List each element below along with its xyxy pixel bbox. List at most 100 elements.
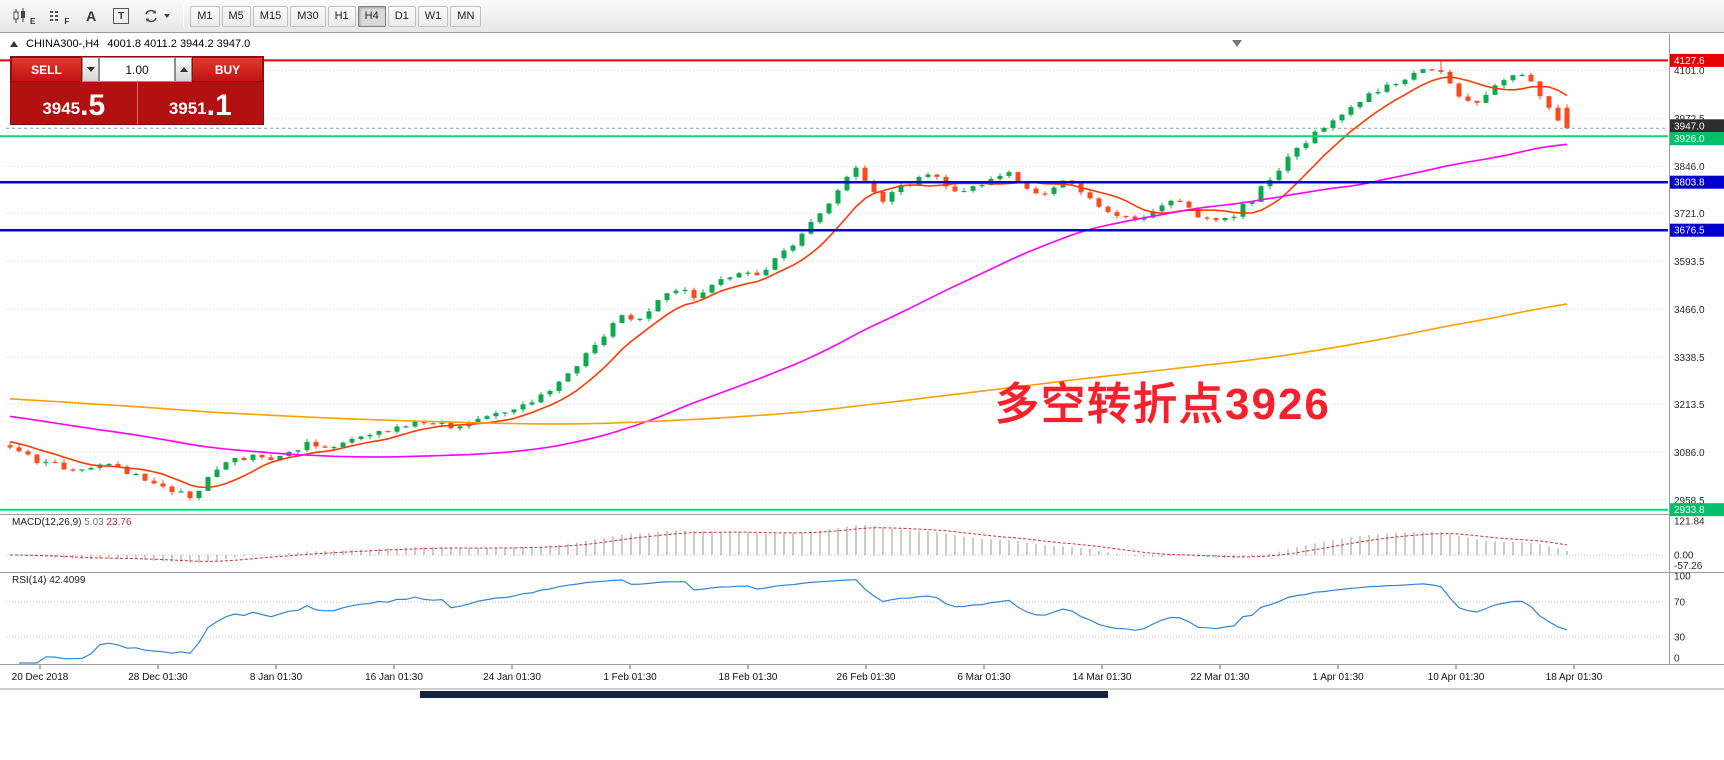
- svg-text:14 Mar 01:30: 14 Mar 01:30: [1073, 672, 1132, 683]
- svg-text:0.00: 0.00: [1674, 551, 1694, 562]
- macd-label: MACD(12,26,9) 5.03 23.76: [12, 517, 132, 528]
- svg-text:3213.5: 3213.5: [1674, 400, 1705, 411]
- moving-averages: [9, 76, 1568, 489]
- indicator-grid-icon[interactable]: F: [44, 4, 74, 29]
- chart-shift-marker-icon: [1232, 40, 1242, 47]
- svg-text:16 Jan 01:30: 16 Jan 01:30: [365, 672, 423, 683]
- template-tool-icon[interactable]: T: [108, 4, 134, 29]
- volume-decrease-button[interactable]: [82, 57, 99, 82]
- timeframe-button-w1[interactable]: W1: [417, 5, 449, 27]
- candlestick-glyph: [13, 8, 25, 23]
- macd-name: MACD(12,26,9): [12, 517, 82, 528]
- chart-canvas[interactable]: 4101.03972.53846.03721.03593.53466.03338…: [0, 33, 1724, 690]
- chart-header: CHINA300-,H4 4001.8 4011.2 3944.2 3947.0: [10, 38, 250, 50]
- svg-text:2958.5: 2958.5: [1674, 496, 1705, 507]
- svg-text:3338.5: 3338.5: [1674, 353, 1705, 364]
- one-click-trading-panel: SELL BUY 3945.5 3951.1: [10, 56, 264, 125]
- svg-text:3803.8: 3803.8: [1674, 178, 1705, 189]
- icon-sub-label-f: F: [64, 16, 70, 26]
- expert-candles-icon[interactable]: E: [7, 4, 40, 29]
- timeframe-button-h1[interactable]: H1: [327, 5, 356, 27]
- price-axis[interactable]: 4101.03972.53846.03721.03593.53466.03338…: [1670, 53, 1724, 665]
- pane-separators[interactable]: [0, 34, 1724, 690]
- timeframe-button-m1[interactable]: M1: [190, 5, 220, 27]
- svg-text:2933.8: 2933.8: [1674, 505, 1705, 516]
- volume-input[interactable]: [99, 57, 175, 82]
- chart-marker-icon: [10, 41, 18, 47]
- timeframe-button-m5[interactable]: M5: [221, 5, 251, 27]
- time-axis[interactable]: 20 Dec 2018 28 Dec 01:30 8 Jan 01:30 16 Jan…: [12, 665, 1603, 683]
- timeframe-button-h4[interactable]: H4: [357, 5, 386, 27]
- sell-price-frac: .5: [80, 89, 106, 122]
- svg-text:0: 0: [1674, 654, 1680, 665]
- down-arrow-icon: [86, 67, 95, 72]
- sell-button[interactable]: SELL: [11, 57, 82, 82]
- symbol-period-label: CHINA300-,H4: [26, 38, 100, 50]
- buy-price-main: 3951: [168, 99, 207, 118]
- buy-price-display[interactable]: 3951.1: [137, 82, 263, 124]
- macd-main-value: 5.03: [84, 517, 104, 528]
- chart-text-annotation[interactable]: 多空转折点3926: [995, 380, 1331, 429]
- svg-text:3926.0: 3926.0: [1674, 134, 1705, 145]
- volume-increase-button[interactable]: [175, 57, 192, 82]
- buy-button[interactable]: BUY: [192, 57, 263, 82]
- timeframe-button-d1[interactable]: D1: [387, 5, 416, 27]
- rsi-name: RSI(14): [12, 575, 47, 586]
- svg-text:3593.5: 3593.5: [1674, 257, 1705, 268]
- horizontal-level-lines[interactable]: [0, 59, 1668, 511]
- svg-text:3086.0: 3086.0: [1674, 448, 1705, 459]
- svg-text:6 Mar 01:30: 6 Mar 01:30: [957, 672, 1011, 683]
- svg-text:24 Jan 01:30: 24 Jan 01:30: [483, 672, 541, 683]
- svg-text:3466.0: 3466.0: [1674, 305, 1705, 316]
- sell-price-main: 3945: [42, 99, 81, 118]
- toolbar-separator: [183, 5, 185, 27]
- macd-signal-value: 23.76: [106, 517, 132, 528]
- grid-lines: [6, 69, 1668, 638]
- background-window-fragment: [420, 691, 1108, 698]
- svg-text:1 Apr 01:30: 1 Apr 01:30: [1312, 672, 1364, 683]
- svg-text:18 Feb 01:30: 18 Feb 01:30: [719, 672, 778, 683]
- buy-price-frac: .1: [206, 89, 232, 122]
- timeframe-button-m30[interactable]: M30: [290, 5, 326, 27]
- svg-text:-57.26: -57.26: [1674, 561, 1703, 572]
- svg-text:1 Feb 01:30: 1 Feb 01:30: [603, 672, 657, 683]
- svg-text:3676.5: 3676.5: [1674, 226, 1705, 237]
- svg-text:22 Mar 01:30: 22 Mar 01:30: [1191, 672, 1250, 683]
- svg-text:28 Dec 01:30: 28 Dec 01:30: [128, 672, 188, 683]
- svg-text:20 Dec 2018: 20 Dec 2018: [12, 672, 69, 683]
- icon-sub-label-e: E: [30, 16, 36, 26]
- sell-price-display[interactable]: 3945.5: [11, 82, 138, 124]
- rsi-indicator: [19, 579, 1568, 664]
- svg-text:100: 100: [1674, 572, 1691, 583]
- cycles-icon[interactable]: [138, 4, 175, 29]
- svg-text:18 Apr 01:30: 18 Apr 01:30: [1546, 672, 1603, 683]
- svg-text:10 Apr 01:30: 10 Apr 01:30: [1428, 672, 1485, 683]
- svg-text:26 Feb 01:30: 26 Feb 01:30: [837, 672, 896, 683]
- cycle-arrows-glyph: [145, 9, 157, 23]
- trade-controls-row: SELL BUY: [11, 57, 263, 82]
- timeframe-group: M1 M5 M15 M30 H1 H4 D1 W1 MN: [190, 5, 483, 27]
- svg-text:121.84: 121.84: [1674, 516, 1705, 527]
- up-arrow-icon: [179, 67, 188, 72]
- dropdown-caret-icon: [164, 14, 171, 18]
- macd-indicator: [10, 525, 1568, 563]
- svg-text:8 Jan 01:30: 8 Jan 01:30: [250, 672, 303, 683]
- ohlc-values: 4001.8 4011.2 3944.2 3947.0: [107, 38, 251, 50]
- candlesticks: [7, 60, 1570, 501]
- svg-text:30: 30: [1674, 632, 1686, 643]
- rsi-value: 42.4099: [49, 575, 86, 586]
- svg-text:3846.0: 3846.0: [1674, 162, 1705, 173]
- svg-text:4127.6: 4127.6: [1674, 56, 1705, 67]
- timeframe-button-mn[interactable]: MN: [450, 5, 482, 27]
- svg-text:70: 70: [1674, 598, 1686, 609]
- letter-a-glyph: A: [86, 8, 97, 24]
- svg-text:3947.0: 3947.0: [1674, 121, 1705, 132]
- timeframe-button-m15[interactable]: M15: [252, 5, 289, 27]
- rsi-label: RSI(14) 42.4099: [12, 575, 85, 586]
- trade-prices-row: 3945.5 3951.1: [11, 82, 263, 124]
- svg-text:4101.0: 4101.0: [1674, 66, 1705, 77]
- svg-text:3721.0: 3721.0: [1674, 209, 1705, 220]
- text-tool-icon[interactable]: A: [78, 4, 104, 29]
- letter-t-glyph: T: [113, 8, 130, 24]
